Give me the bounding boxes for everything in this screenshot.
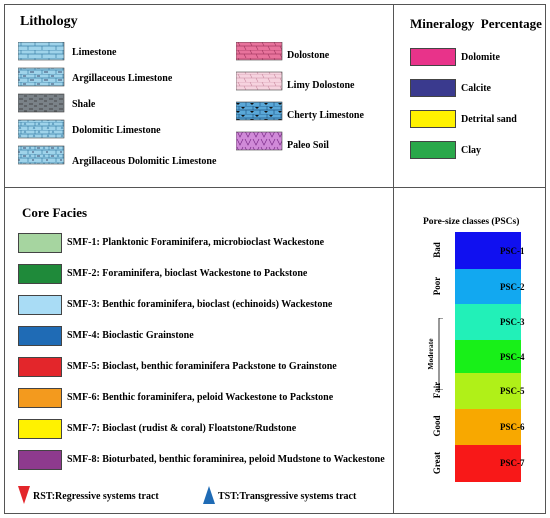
quality-label-good: Good xyxy=(432,415,442,437)
psc-label-2: PSC-2 xyxy=(500,282,525,292)
facies-swatch-smf-4 xyxy=(18,326,62,346)
mineral-label-detrital-sand: Detrital sand xyxy=(461,114,517,125)
quality-label-moderate: Moderate xyxy=(426,338,435,370)
swatch-argillaceous-dolomitic-limestone xyxy=(18,145,65,165)
quality-label-fair: Fair xyxy=(432,381,442,399)
quality-label-poor: Poor xyxy=(432,276,442,296)
mineral-label-clay: Clay xyxy=(461,145,481,156)
psc-block-2 xyxy=(455,269,521,304)
lithology-label-argillaceous-limestone: Argillaceous Limestone xyxy=(72,73,173,84)
psc-title: Pore-size classes (PSCs) xyxy=(423,217,520,227)
psc-block-6 xyxy=(455,409,521,445)
facies-label-smf-2: SMF-2: Foraminifera, bioclast Wackestone… xyxy=(67,268,308,279)
psc-label-3: PSC-3 xyxy=(500,317,525,327)
facies-swatch-smf-7 xyxy=(18,419,62,439)
psc-label-4: PSC-4 xyxy=(500,352,525,362)
quality-label-great: Great xyxy=(432,451,442,475)
rst-label: RST:Regressive systems tract xyxy=(33,491,159,502)
mineral-swatch-dolomite xyxy=(410,48,456,66)
tst-label: TST:Transgressive systems tract xyxy=(218,491,357,502)
mineral-label-dolomite: Dolomite xyxy=(461,52,500,63)
facies-label-smf-1: SMF-1: Planktonic Foraminifera, microbio… xyxy=(67,237,325,248)
lithology-label-limy-dolostone: Limy Dolostone xyxy=(287,80,355,91)
mineral-swatch-clay xyxy=(410,141,456,159)
lithology-label-shale: Shale xyxy=(72,99,96,110)
swatch-limestone xyxy=(18,42,65,61)
lithology-title: Lithology xyxy=(20,14,78,29)
swatch-cherty-limestone xyxy=(236,101,283,121)
psc-panel xyxy=(393,187,546,514)
quality-label-bad: Bad xyxy=(432,242,442,258)
facies-swatch-smf-3 xyxy=(18,295,62,315)
facies-swatch-smf-1 xyxy=(18,233,62,253)
lithology-label-paleo-soil: Paleo Soil xyxy=(287,140,329,151)
facies-label-smf-6: SMF-6: Benthic foraminifera, peloid Wack… xyxy=(67,392,334,403)
core-facies-title: Core Facies xyxy=(22,205,88,220)
lithology-left-swatches xyxy=(18,42,65,165)
psc-label-5: PSC-5 xyxy=(500,386,525,396)
swatch-dolomitic-limestone xyxy=(18,119,65,139)
mineralogy-title: Mineralogy Percentage xyxy=(410,16,542,31)
facies-label-smf-4: SMF-4: Bioclastic Grainstone xyxy=(67,330,194,341)
lithology-label-argillaceous-dolomitic-limestone: Argillaceous Dolomitic Limestone xyxy=(72,156,217,167)
lithology-right-swatches xyxy=(236,42,283,151)
psc-block-7 xyxy=(455,445,521,482)
moderate-bracket xyxy=(438,318,443,390)
mineral-swatch-calcite xyxy=(410,79,456,97)
facies-label-smf-8: SMF-8: Bioturbated, benthic foraminirea,… xyxy=(67,454,385,465)
psc-label-6: PSC-6 xyxy=(500,422,525,432)
rst-triangle-icon xyxy=(18,486,30,504)
lithology-label-dolostone: Dolostone xyxy=(287,50,330,61)
lithology-label-cherty-limestone: Cherty Limestone xyxy=(287,110,364,121)
facies-swatch-smf-8 xyxy=(18,450,62,470)
facies-swatch-smf-2 xyxy=(18,264,62,284)
lithology-label-dolomitic-limestone: Dolomitic Limestone xyxy=(72,125,161,136)
swatch-paleo-soil xyxy=(236,131,283,151)
psc-block-5 xyxy=(455,373,521,409)
swatch-argillaceous-limestone xyxy=(18,67,65,87)
swatch-shale xyxy=(18,93,65,113)
psc-block-3 xyxy=(455,304,521,340)
facies-label-smf-7: SMF-7: Bioclast (rudist & coral) Floatst… xyxy=(67,423,297,434)
psc-label-1: PSC-1 xyxy=(500,246,525,256)
facies-swatch-smf-5 xyxy=(18,357,62,377)
swatch-dolostone xyxy=(236,42,283,61)
lithology-label-limestone: Limestone xyxy=(72,47,117,58)
psc-block-1 xyxy=(455,232,521,269)
psc-block-4 xyxy=(455,340,521,373)
mineral-swatch-detrital-sand xyxy=(410,110,456,128)
facies-label-smf-5: SMF-5: Bioclast, benthic foraminifera Pa… xyxy=(67,361,337,372)
swatch-limy-dolostone xyxy=(236,71,283,91)
facies-swatch-smf-6 xyxy=(18,388,62,408)
tst-triangle-icon xyxy=(203,486,215,504)
mineral-label-calcite: Calcite xyxy=(461,83,491,94)
psc-label-7: PSC-7 xyxy=(500,458,525,468)
facies-label-smf-3: SMF-3: Benthic foraminifera, bioclast (e… xyxy=(67,299,333,310)
